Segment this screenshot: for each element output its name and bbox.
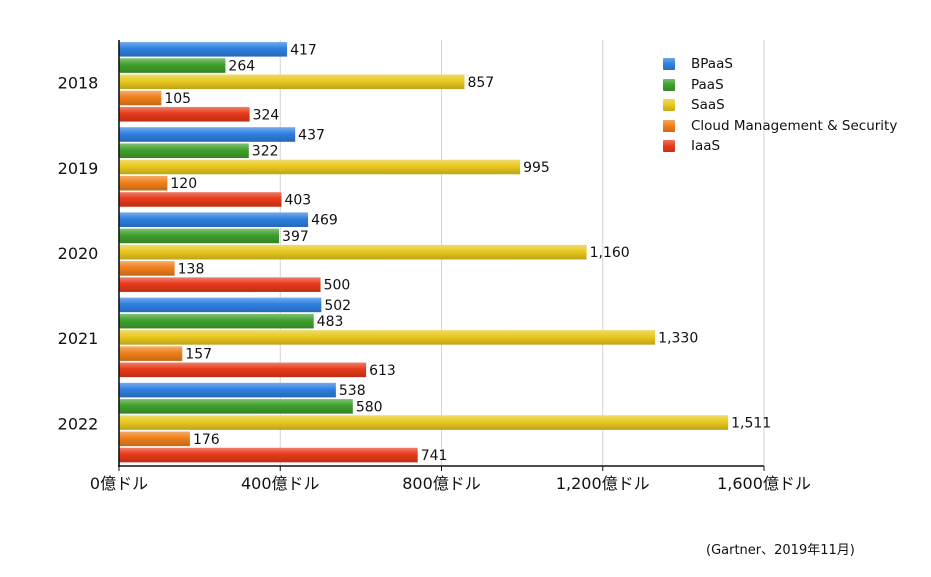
data-label: 264 [228,59,255,75]
bar [119,346,183,361]
legend-label: Cloud Management & Security [691,117,898,134]
data-label: 1,511 [731,416,771,432]
legend-label: SaaS [691,97,725,114]
data-label: 500 [324,278,351,294]
bar [119,74,465,90]
y-tick-label: 2022 [58,414,99,433]
bar [119,212,309,227]
data-label: 417 [290,42,317,58]
legend-label: PaaS [691,76,724,93]
bar [119,228,280,244]
data-label: 857 [467,75,494,91]
data-label: 502 [324,298,351,314]
bar [119,362,367,378]
data-label: 1,160 [590,245,630,261]
bar [119,330,656,345]
bar [119,261,175,276]
data-label: 138 [178,261,205,277]
bar [119,192,282,207]
data-label: 469 [311,213,338,229]
data-label: 483 [317,314,344,330]
bar [119,431,190,447]
data-label: 403 [284,192,311,208]
data-label: 995 [523,160,550,176]
data-label: 437 [298,128,325,144]
legend-swatch [663,119,675,132]
bar [119,415,729,430]
data-label: 397 [282,229,309,245]
legend-item: SaaS [663,95,897,116]
data-label: 105 [164,91,191,107]
legend-item: BPaaS [663,54,897,75]
bar [119,127,296,142]
x-tick-label: 400億ドル [241,474,320,493]
bar [119,143,249,159]
data-label: 1,330 [658,330,698,346]
legend-item: Cloud Management & Security [663,116,897,137]
legend-swatch [663,140,675,153]
data-label: 613 [369,363,396,379]
bar [119,313,314,329]
legend-item: IaaS [663,136,897,157]
legend-label: IaaS [691,138,721,155]
x-tick-label: 1,200億ドル [556,474,650,493]
bar [119,175,168,191]
legend-label: BPaaS [691,56,733,73]
bar [119,277,321,292]
data-label: 157 [185,347,212,363]
legend-swatch [663,99,675,112]
data-label: 322 [252,144,279,160]
data-label: 538 [339,383,366,399]
x-tick-label: 1,600億ドル [717,474,811,493]
data-label: 120 [170,176,197,192]
legend-item: PaaS [663,75,897,96]
bar [119,90,162,106]
x-tick-label: 0億ドル [90,474,148,493]
legend-swatch [663,58,675,71]
legend-swatch [663,78,675,91]
bar [119,58,226,73]
bar [119,42,288,57]
chart-legend: BPaaS PaaS SaaS Cloud Management & Security… [663,54,897,157]
y-tick-label: 2020 [58,244,99,263]
data-label: 741 [421,448,448,464]
y-tick-label: 2018 [58,74,99,93]
y-tick-label: 2019 [58,159,99,178]
bar [119,447,418,463]
x-tick-label: 800億ドル [402,474,481,493]
bar [119,297,322,313]
data-label: 176 [193,432,220,448]
data-label: 324 [253,107,280,123]
bar [119,159,521,175]
bar [119,106,250,122]
bar [119,382,336,398]
source-note: (Gartner、2019年11月) [706,543,855,558]
y-tick-label: 2021 [58,329,99,348]
bar [119,244,587,260]
data-label: 580 [356,399,383,415]
bar [119,399,353,414]
